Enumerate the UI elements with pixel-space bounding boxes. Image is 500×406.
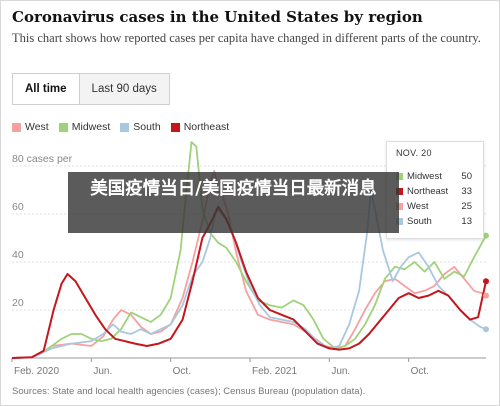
tooltip-row-midwest: Midwest 50 — [396, 171, 476, 183]
y-tick-label: 20 — [12, 297, 24, 309]
x-tick-label: Feb. 2020 — [14, 366, 59, 377]
tooltip-swatch-northeast — [396, 188, 403, 195]
time-range-tabs: All time Last 90 days — [12, 73, 170, 105]
legend-label-midwest: Midwest — [71, 121, 111, 133]
tooltip-name-west: West — [407, 201, 429, 212]
legend-swatch-west — [12, 122, 21, 132]
legend-swatch-south — [120, 122, 130, 132]
tooltip-value-west: 25 — [461, 201, 472, 212]
series-end-dot-south — [483, 326, 489, 333]
line-chart[interactable]: 20 40 60 80 cases per Feb. 2020 Jun. Oct. Feb. … — [0, 140, 500, 380]
tooltip-swatch-west — [396, 203, 403, 210]
watermark-banner: 美国疫情当日/美国疫情当日最新消息 — [68, 172, 399, 233]
tooltip-row-northeast: Northeast 33 — [396, 186, 476, 198]
source-note: Sources: State and local health agencies… — [12, 386, 366, 397]
chart-subtitle: This chart shows how reported cases per … — [12, 31, 481, 45]
x-tick-label: Jun. — [331, 366, 350, 377]
y-tick-label: 60 — [12, 201, 24, 213]
tooltip-name-northeast: Northeast — [407, 186, 449, 197]
tooltip-date: NOV. 20 — [396, 148, 432, 158]
chart-title: Coronavirus cases in the United States b… — [12, 8, 423, 26]
chart-legend: West Midwest South Northeast — [12, 121, 229, 133]
tooltip-swatch-south — [396, 218, 403, 225]
tooltip-row-west: West 25 — [396, 201, 476, 213]
series-end-dot-west — [483, 292, 489, 299]
y-tick-label: 80 cases per — [12, 153, 73, 165]
tooltip-value-south: 13 — [461, 216, 472, 227]
legend-item-south: South — [120, 121, 161, 133]
tab-all-time[interactable]: All time — [13, 74, 79, 104]
legend-label-south: South — [133, 121, 161, 133]
x-tick-label: Oct. — [411, 366, 429, 377]
series-end-dot-northeast — [483, 278, 489, 285]
legend-swatch-northeast — [170, 122, 180, 132]
tooltip-value-northeast: 33 — [461, 186, 472, 197]
tooltip-name-midwest: Midwest — [407, 171, 442, 182]
tooltip-row-south: South 13 — [396, 216, 476, 228]
series-line-northeast — [11, 205, 487, 359]
tooltip-value-midwest: 50 — [461, 171, 472, 182]
tooltip-swatch-midwest — [396, 173, 403, 180]
x-tick-label: Oct. — [173, 366, 191, 377]
legend-item-midwest: Midwest — [58, 121, 111, 133]
x-tick-label: Jun. — [93, 366, 112, 377]
tooltip-name-south: South — [407, 216, 432, 227]
legend-item-northeast: Northeast — [170, 121, 230, 133]
series-line-midwest — [11, 141, 487, 359]
series-line-south — [11, 189, 487, 359]
series-end-dot-midwest — [483, 232, 489, 239]
y-tick-label: 40 — [12, 249, 24, 261]
series-line-west — [11, 169, 487, 359]
legend-label-west: West — [25, 121, 49, 133]
legend-label-northeast: Northeast — [183, 121, 230, 133]
watermark-text: 美国疫情当日/美国疫情当日最新消息 — [90, 179, 377, 199]
x-tick-label: Feb. 2021 — [252, 366, 297, 377]
legend-swatch-midwest — [58, 122, 68, 132]
legend-item-west: West — [12, 121, 49, 133]
tooltip: NOV. 20 Midwest 50 Northeast 33 West 25 … — [386, 141, 484, 239]
tab-last-90-days[interactable]: Last 90 days — [78, 74, 169, 104]
